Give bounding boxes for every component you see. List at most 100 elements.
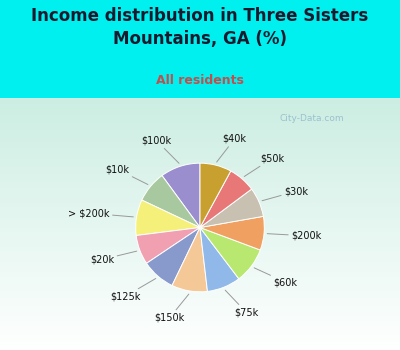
Bar: [0, 98, 400, 100]
Bar: [0, 98, 400, 100]
Bar: [0, 153, 400, 155]
Bar: [0, 317, 400, 319]
Bar: [0, 220, 400, 222]
Bar: [0, 281, 400, 283]
Bar: [0, 302, 400, 304]
Bar: [0, 201, 400, 203]
Bar: [0, 175, 400, 177]
Bar: [0, 274, 400, 277]
Bar: [0, 200, 400, 202]
Wedge shape: [200, 171, 252, 228]
Bar: [0, 248, 400, 250]
Wedge shape: [136, 228, 200, 263]
Bar: [0, 313, 400, 315]
Bar: [0, 142, 400, 144]
Bar: [0, 318, 400, 321]
Bar: [0, 106, 400, 108]
Bar: [0, 302, 400, 304]
Bar: [0, 121, 400, 123]
Bar: [0, 165, 400, 167]
Bar: [0, 293, 400, 295]
Bar: [0, 276, 400, 279]
Bar: [0, 244, 400, 246]
Bar: [0, 217, 400, 219]
Bar: [0, 251, 400, 253]
Bar: [0, 136, 400, 138]
Bar: [0, 183, 400, 186]
Bar: [0, 310, 400, 313]
Bar: [0, 174, 400, 176]
Bar: [0, 117, 400, 119]
Bar: [0, 323, 400, 325]
Bar: [0, 242, 400, 244]
Bar: [0, 348, 400, 350]
Text: All residents: All residents: [156, 74, 244, 87]
Bar: [0, 335, 400, 337]
Bar: [0, 152, 400, 154]
Bar: [0, 186, 400, 188]
Bar: [0, 306, 400, 308]
Bar: [0, 273, 400, 275]
Bar: [0, 169, 400, 171]
Bar: [0, 208, 400, 210]
Bar: [0, 134, 400, 136]
Bar: [0, 289, 400, 291]
Bar: [0, 284, 400, 286]
Text: $40k: $40k: [217, 134, 246, 162]
Bar: [0, 144, 400, 146]
Bar: [0, 205, 400, 207]
Bar: [0, 262, 400, 264]
Bar: [0, 171, 400, 173]
Bar: [0, 202, 400, 204]
Bar: [0, 333, 400, 335]
Bar: [0, 129, 400, 131]
Bar: [0, 264, 400, 266]
Bar: [0, 262, 400, 265]
Bar: [0, 246, 400, 248]
Bar: [0, 298, 400, 300]
Text: $100k: $100k: [142, 136, 179, 163]
Bar: [0, 234, 400, 237]
Bar: [0, 256, 400, 258]
Bar: [0, 119, 400, 121]
Bar: [0, 267, 400, 269]
Bar: [0, 211, 400, 214]
Bar: [0, 238, 400, 240]
Bar: [0, 146, 400, 148]
Bar: [0, 329, 400, 331]
Bar: [0, 308, 400, 310]
Wedge shape: [200, 228, 260, 279]
Bar: [0, 225, 400, 227]
Bar: [0, 102, 400, 104]
Bar: [0, 260, 400, 262]
Bar: [0, 123, 400, 125]
Bar: [0, 239, 400, 241]
Bar: [0, 314, 400, 316]
Bar: [0, 108, 400, 111]
Bar: [0, 179, 400, 181]
Bar: [0, 115, 400, 117]
Bar: [0, 342, 400, 344]
Bar: [0, 132, 400, 134]
Bar: [0, 199, 400, 201]
Bar: [0, 308, 400, 310]
Bar: [0, 270, 400, 272]
Bar: [0, 138, 400, 140]
Bar: [0, 228, 400, 230]
Bar: [0, 287, 400, 289]
Bar: [0, 209, 400, 211]
Bar: [0, 223, 400, 225]
Bar: [0, 206, 400, 208]
Bar: [0, 346, 400, 348]
Bar: [0, 173, 400, 175]
Bar: [0, 298, 400, 300]
Bar: [0, 194, 400, 196]
Text: $10k: $10k: [106, 164, 148, 184]
Bar: [0, 281, 400, 284]
Text: $20k: $20k: [90, 251, 137, 265]
Bar: [0, 113, 400, 115]
Bar: [0, 289, 400, 292]
Bar: [0, 268, 400, 270]
Bar: [0, 182, 400, 184]
Bar: [0, 119, 400, 121]
